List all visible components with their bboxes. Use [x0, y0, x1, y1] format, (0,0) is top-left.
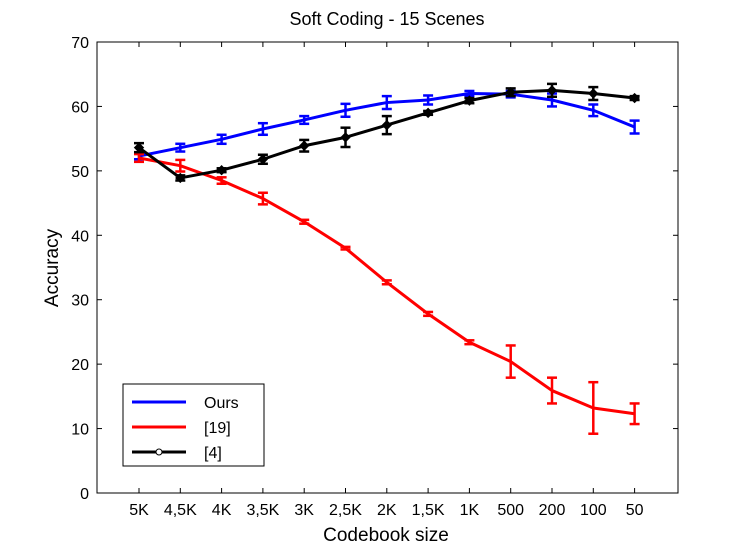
- legend-marker: [155, 448, 163, 456]
- x-tick-label: 1K: [460, 502, 480, 519]
- x-tick-label: 4K: [212, 502, 232, 519]
- data-point: [257, 154, 269, 165]
- x-tick-label: 200: [539, 502, 566, 519]
- y-tick-label: 30: [71, 293, 89, 310]
- y-tick-label: 50: [71, 164, 89, 181]
- y-tick-label: 10: [71, 422, 89, 439]
- data-point: [298, 140, 310, 151]
- chart-title: Soft Coding - 15 Scenes: [289, 9, 484, 29]
- x-tick-label: 2K: [377, 502, 397, 519]
- x-tick-label: 2,5K: [329, 502, 362, 519]
- data-point: [464, 95, 475, 106]
- data-point: [216, 165, 227, 176]
- legend-label: [19]: [204, 420, 231, 437]
- x-tick-label: 50: [626, 502, 644, 519]
- x-tick-label: 3,5K: [246, 502, 279, 519]
- y-axis-label: Accuracy: [42, 228, 63, 307]
- data-point: [422, 107, 434, 119]
- legend: Ours [19] [4]: [122, 383, 265, 467]
- series-layer: [133, 82, 640, 435]
- series-2: [134, 152, 640, 435]
- x-tick-label: 4,5K: [164, 502, 197, 519]
- x-tick-label: 5K: [129, 502, 149, 519]
- x-tick-label: 100: [580, 502, 607, 519]
- legend-label: [4]: [204, 445, 222, 462]
- y-tick-label: 70: [71, 35, 89, 52]
- data-point: [340, 132, 351, 143]
- x-tick-label: 1,5K: [412, 502, 445, 519]
- y-tick-label: 60: [71, 99, 89, 116]
- x-axis-label: Codebook size: [323, 525, 449, 546]
- y-tick-label: 20: [71, 357, 89, 374]
- data-point: [588, 88, 599, 99]
- y-axis: 0 10 20 30 40 50 60 70: [71, 35, 678, 503]
- data-point: [546, 85, 558, 96]
- series-3: [133, 82, 640, 184]
- data-point: [505, 87, 516, 98]
- data-point: [175, 172, 186, 184]
- x-tick-label: 500: [497, 502, 524, 519]
- data-point: [133, 142, 145, 153]
- data-point: [381, 119, 393, 131]
- y-tick-label: 40: [71, 228, 89, 245]
- y-tick-label: 0: [80, 486, 89, 503]
- x-axis: 5K 4,5K 4K 3,5K 3K 2,5K 2K 1,5K 1K 500 200 100 50: [129, 42, 644, 519]
- legend-label: Ours: [204, 395, 239, 412]
- x-tick-label: 3K: [294, 502, 314, 519]
- data-point: [629, 92, 640, 104]
- legend-box: [122, 383, 265, 467]
